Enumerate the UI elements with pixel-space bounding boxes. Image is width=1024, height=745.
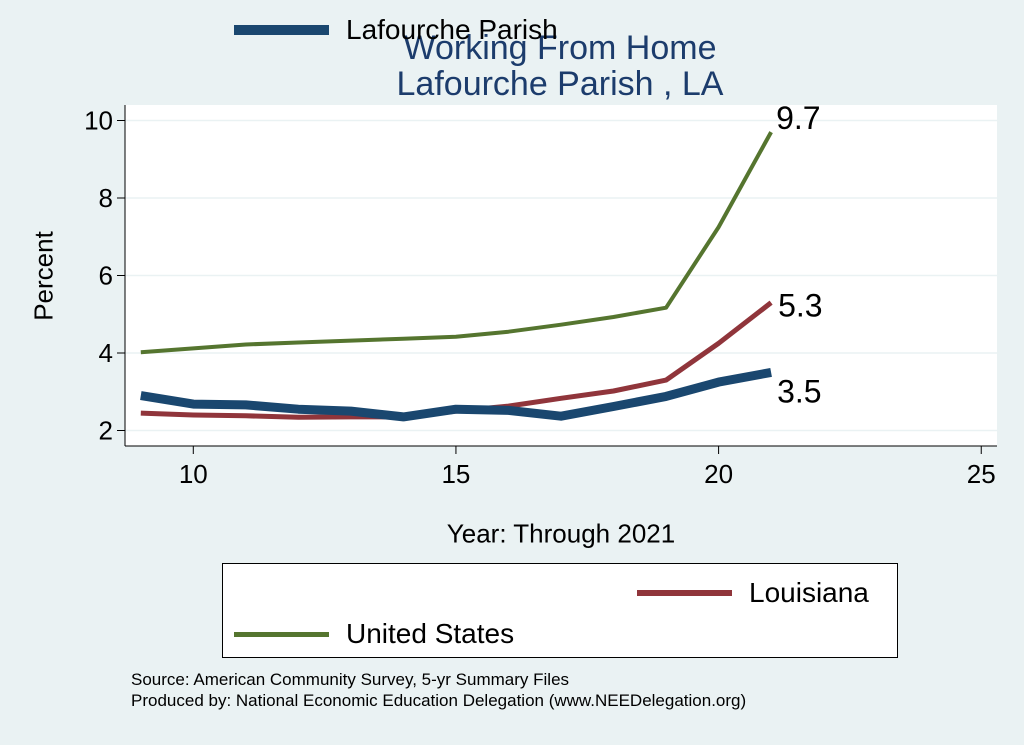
y-tick-label-2: 2 xyxy=(99,416,113,446)
series-line-united-states xyxy=(140,131,773,355)
chart-title: Working From Home xyxy=(403,29,717,67)
chart-subtitle: Lafourche Parish , LA xyxy=(396,65,724,103)
x-axis-title: Year: Through 2021 xyxy=(446,518,676,549)
legend-label-united-states: United States xyxy=(346,618,515,649)
legend-swatch-louisiana xyxy=(637,590,732,596)
source-note: Source: American Community Survey, 5-yr … xyxy=(131,670,570,689)
legend-label-lafourche: Lafourche Parish xyxy=(346,14,558,45)
end-label-louisiana: 5.3 xyxy=(778,288,822,324)
legend: Lafourche Parish Louisiana United States xyxy=(222,14,898,658)
x-tick-label-20: 20 xyxy=(704,459,733,489)
x-tick-label-15: 15 xyxy=(441,459,470,489)
legend-swatch-united-states xyxy=(234,631,329,637)
legend-item-louisiana: Louisiana xyxy=(637,576,869,610)
end-label-united-states: 9.7 xyxy=(776,100,820,136)
legend-item-lafourche: Lafourche Parish xyxy=(234,13,558,47)
end-label-lafourche-parish: 3.5 xyxy=(777,373,821,409)
x-tick-label-10: 10 xyxy=(179,459,208,489)
y-tick-label-10: 10 xyxy=(84,106,113,136)
series-line-lafourche-parish xyxy=(140,367,772,422)
y-tick-label-4: 4 xyxy=(99,338,113,368)
legend-label-louisiana: Louisiana xyxy=(749,577,869,608)
y-tick-label-6: 6 xyxy=(99,261,113,291)
y-tick-label-8: 8 xyxy=(99,183,113,213)
x-tick-label-25: 25 xyxy=(967,459,996,489)
produced-note: Produced by: National Economic Education… xyxy=(131,691,747,710)
legend-swatch-lafourche xyxy=(234,25,329,35)
y-axis-title: Percent xyxy=(28,231,59,321)
legend-item-united-states: United States xyxy=(234,617,514,651)
